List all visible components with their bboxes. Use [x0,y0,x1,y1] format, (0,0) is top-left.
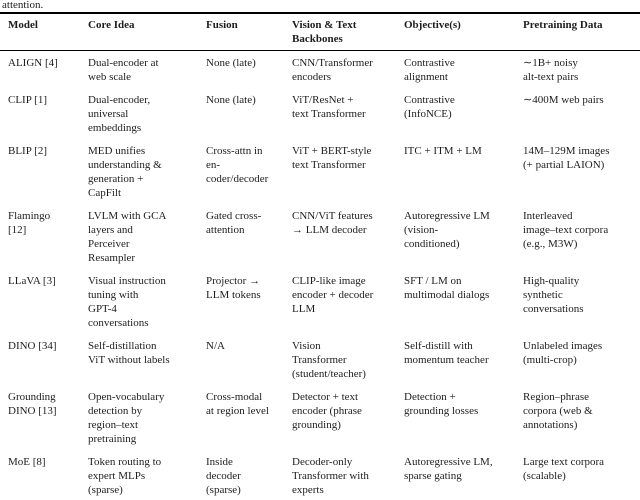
table-row: BLIP [2] MED unifies understanding & gene… [0,139,640,204]
table-cell: ITC + ITM + LM [404,145,482,157]
table-body: ALIGN [4] Dual-encoder at web scale None (… [0,51,640,500]
table-cell: High-quality synthetic conversations [523,275,584,315]
table-cell: Dual-encoder at web scale [88,57,159,83]
table-cell: ViT/ResNet + text Transformer [292,94,366,120]
model-name-cell: LLaVA [3] [8,275,56,287]
table-cell: Vision Transformer (student/teacher) [292,340,366,380]
table-row: Grounding DINO [13] Open-vocabulary detec… [0,385,640,450]
table-cell: Gated cross- attention [206,210,262,236]
table-cell: Detector + text encoder (phrase groundin… [292,391,362,431]
table-cell: Self-distill with momentum teacher [404,340,489,366]
table-row: MoE [8] Token routing to expert MLPs (spa… [0,450,640,500]
table-cell: Large text corpora (scalable) [523,456,605,482]
table-row: ALIGN [4] Dual-encoder at web scale None (… [0,51,640,89]
column-header: Fusion [206,19,238,31]
table-cell: Token routing to expert MLPs (sparse) [88,456,162,496]
model-name-cell: Flamingo [12] [8,210,51,236]
table-cell: Inside decoder (sparse) [206,456,241,496]
table-cell: Open-vocabulary detection by region–text… [88,391,165,445]
table-cell: N/A [206,340,225,352]
table-header-row: Model Core Idea Fusion Vision & Text Backbo… [0,13,640,51]
table-cell: LVLM with GCA layers and Perceiver Resam… [88,210,167,264]
table-cell: Contrastive alignment [404,57,455,83]
table-row: LLaVA [3] Visual instruction tuning with … [0,269,640,334]
table-cell: Cross-attn in en- coder/decoder [206,145,269,185]
table-cell: CLIP-like image encoder + decoder LLM [292,275,374,315]
table-cell: Region–phrase corpora (web & annotations… [523,391,593,431]
model-name-cell: DINO [34] [8,340,57,352]
column-header: Pretraining Data [523,19,603,31]
table-cell: SFT / LM on multimodal dialogs [404,275,490,301]
table-cell: ∼400M web pairs [523,94,604,106]
table-cell: Visual instruction tuning with GPT-4 con… [88,275,166,329]
table-row: DINO [34] Self-distillation ViT without l… [0,334,640,385]
model-comparison-table: Model Core Idea Fusion Vision & Text Backbo… [0,12,640,500]
column-header: Core Idea [88,19,135,31]
column-header: Objective(s) [404,19,461,31]
table-cell: Self-distillation ViT without labels [88,340,170,366]
column-header: Model [8,19,38,31]
table-cell: 14M–129M images (+ partial LAION) [523,145,610,171]
table-caption-fragment: attention. [2,0,44,11]
table-cell: Cross-modal at region level [206,391,269,417]
table-cell: Autoregressive LM (vision- conditioned) [404,210,490,250]
table-cell: ∼1B+ noisy alt-text pairs [523,57,579,83]
table-cell: MED unifies understanding & generation +… [88,145,162,199]
table-cell: None (late) [206,94,256,106]
column-header: Vision & Text Backbones [292,19,357,45]
table-cell: CNN/ViT features → LLM decoder [292,210,373,236]
model-name-cell: BLIP [2] [8,145,48,157]
table-cell: Contrastive (InfoNCE) [404,94,455,120]
table-cell: ViT + BERT-style text Transformer [292,145,372,171]
table-row: CLIP [1] Dual-encoder, universal embeddin… [0,88,640,139]
table-cell: Projector → LLM tokens [206,275,261,301]
table-row: Flamingo [12] LVLM with GCA layers and Pe… [0,204,640,269]
table-cell: CNN/Transformer encoders [292,57,373,83]
model-name-cell: Grounding DINO [13] [8,391,57,417]
table-cell: Interleaved image–text corpora (e.g., M3… [523,210,609,250]
model-name-cell: ALIGN [4] [8,57,58,69]
table-cell: Dual-encoder, universal embeddings [88,94,151,134]
table-cell: Unlabeled images (multi-crop) [523,340,603,366]
model-name-cell: CLIP [1] [8,94,48,106]
table-cell: None (late) [206,57,256,69]
model-name-cell: MoE [8] [8,456,46,468]
table-cell: Detection + grounding losses [404,391,479,417]
table-cell: Autoregressive LM, sparse gating [404,456,493,482]
table-cell: Decoder-only Transformer with experts [292,456,369,496]
